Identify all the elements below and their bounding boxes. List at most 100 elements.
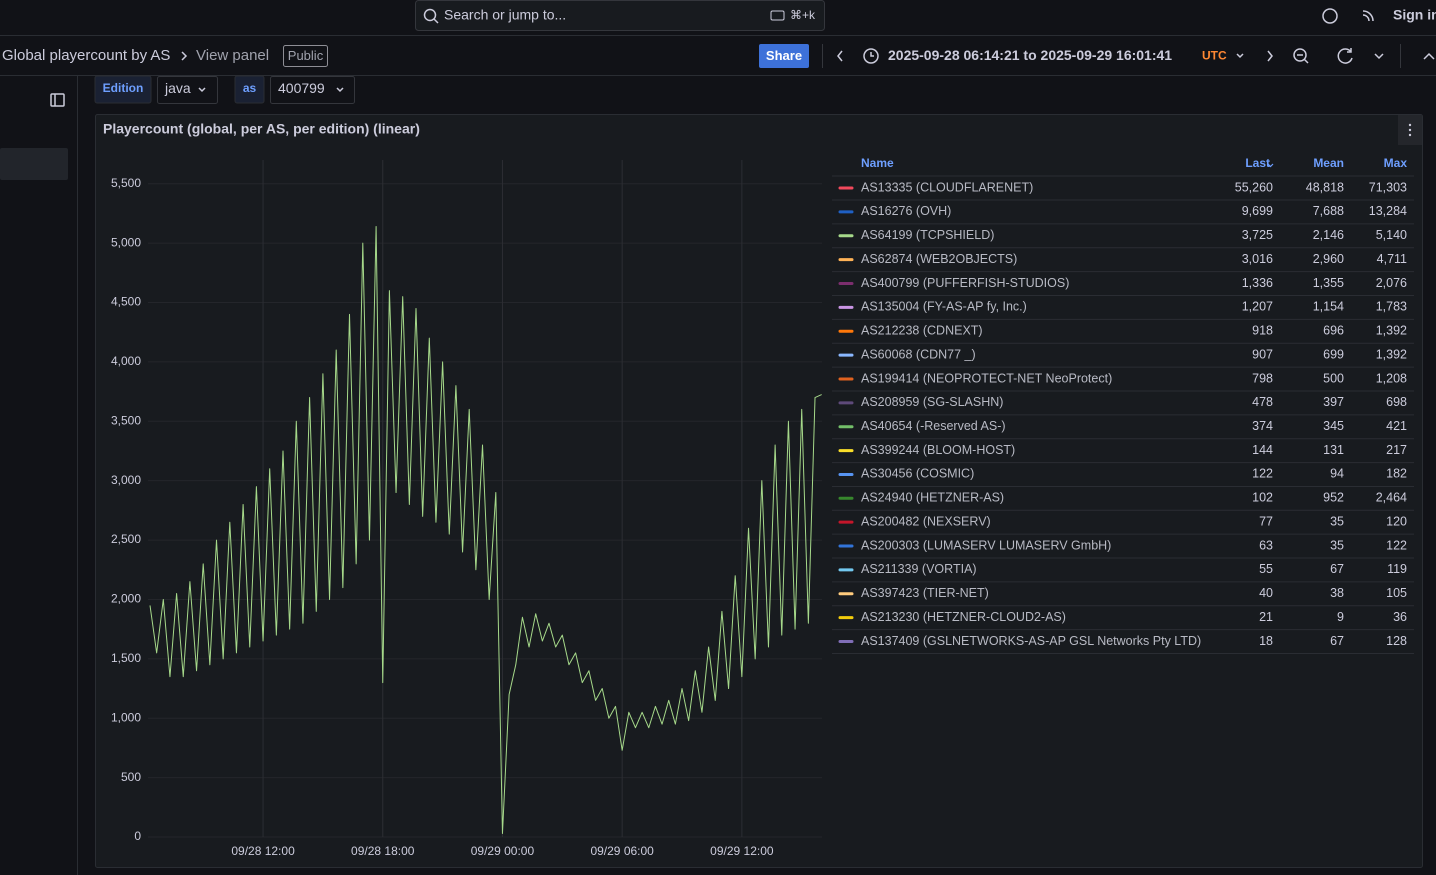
legend-last: 18: [1259, 634, 1273, 648]
legend-mean: 7,688: [1313, 204, 1344, 218]
legend-name[interactable]: AS62874 (WEB2OBJECTS): [861, 252, 1017, 266]
x-tick-label: 09/29 12:00: [710, 844, 774, 858]
menu-dot: [1408, 123, 1412, 127]
rss-icon[interactable]: [1362, 10, 1374, 22]
legend-max: 2,076: [1376, 276, 1407, 290]
legend-name[interactable]: AS135004 (FY-AS-AP fy, Inc.): [861, 300, 1027, 314]
y-tick-label: 4,000: [111, 354, 141, 368]
variable-select[interactable]: [270, 76, 355, 104]
dock-icon[interactable]: [50, 93, 65, 107]
collapse[interactable]: [1423, 52, 1435, 60]
y-tick-label: 4,500: [111, 295, 141, 309]
y-tick-label: 1,000: [111, 710, 141, 724]
legend-mean: 35: [1330, 538, 1344, 552]
search-icon: [423, 8, 437, 22]
legend-max: 120: [1386, 514, 1407, 528]
variable-select[interactable]: [157, 76, 218, 104]
variable-label-box: [94, 75, 152, 104]
share-label: Share: [766, 48, 802, 63]
legend-last: 122: [1252, 467, 1273, 481]
clock-icon: [870, 52, 874, 57]
legend-mean: 35: [1330, 514, 1344, 528]
legend-name[interactable]: AS213230 (HETZNER-CLOUD2-AS): [861, 610, 1066, 624]
sign-in[interactable]: Sign in: [1393, 7, 1436, 23]
legend-name[interactable]: AS211339 (VORTIA): [861, 562, 977, 576]
sort-indicator: [1267, 163, 1274, 168]
legend-name[interactable]: AS60068 (CDN77 _): [861, 347, 976, 361]
x-tick-label: 09/29 00:00: [471, 844, 535, 858]
legend-max: 36: [1393, 610, 1407, 624]
legend-name[interactable]: AS397423 (TIER-NET): [861, 586, 989, 600]
legend-max: 105: [1386, 586, 1407, 600]
keyboard-icon: [770, 10, 785, 21]
legend-last: 21: [1259, 610, 1273, 624]
legend-name[interactable]: AS64199 (TCPSHIELD): [861, 228, 994, 242]
legend-last: 478: [1252, 395, 1273, 409]
legend-name[interactable]: AS199414 (NEOPROTECT-NET NeoProtect): [861, 371, 1112, 385]
x-tick-label: 09/28 18:00: [351, 844, 415, 858]
zoom-out[interactable]: [1293, 48, 1307, 62]
menu-dot: [1408, 133, 1412, 137]
legend-mean: 699: [1323, 347, 1344, 361]
time-range[interactable]: 2025-09-28 06:14:21 to 2025-09-29 16:01:…: [888, 47, 1172, 63]
legend-max: 128: [1386, 634, 1407, 648]
legend-mean: 131: [1323, 443, 1344, 457]
sidebar-item[interactable]: [0, 148, 68, 180]
back-button[interactable]: [837, 50, 843, 62]
forward-button[interactable]: [1267, 50, 1273, 62]
legend-last: 907: [1252, 347, 1273, 361]
legend-last: 798: [1252, 371, 1273, 385]
legend-max: 2,464: [1376, 491, 1407, 505]
y-tick-label: 5,000: [111, 235, 141, 249]
legend-last: 63: [1259, 538, 1273, 552]
legend-last: 374: [1252, 419, 1273, 433]
y-tick-label: 2,000: [111, 592, 141, 606]
legend-max: 1,392: [1376, 324, 1407, 338]
variable-label: as: [243, 81, 257, 95]
legend-name[interactable]: AS200482 (NEXSERV): [861, 514, 991, 528]
legend-mean: 38: [1330, 586, 1344, 600]
y-tick-label: 2,500: [111, 532, 141, 546]
legend-max: 119: [1387, 562, 1407, 576]
legend-mean: 2,960: [1313, 252, 1344, 266]
x-tick-label: 09/29 06:00: [590, 844, 654, 858]
legend-last: 55,260: [1235, 180, 1273, 194]
legend-max: 5,140: [1376, 228, 1407, 242]
legend-max: 13,284: [1369, 204, 1407, 218]
shortcut: ⌘+k: [790, 8, 816, 22]
help-icon[interactable]: [1322, 8, 1338, 24]
legend-mean: 397: [1323, 395, 1344, 409]
search-icon: [433, 18, 439, 24]
legend-header: Mean: [1313, 156, 1344, 170]
legend-name[interactable]: AS400799 (PUFFERFISH-STUDIOS): [861, 276, 1069, 290]
legend-name[interactable]: AS24940 (HETZNER-AS): [861, 491, 1004, 505]
timezone[interactable]: UTC: [1202, 49, 1227, 63]
legend-name[interactable]: AS40654 (-Reserved AS-): [861, 419, 1006, 433]
share-button[interactable]: [759, 44, 809, 68]
legend-last: 918: [1252, 324, 1273, 338]
legend-name[interactable]: AS30456 (COSMIC): [861, 467, 974, 481]
legend-name[interactable]: AS212238 (CDNEXT): [861, 324, 983, 338]
legend-name[interactable]: AS13335 (CLOUDFLARENET): [861, 180, 1033, 194]
legend-header: Last: [1245, 156, 1270, 170]
breadcrumb-dashboard[interactable]: Global playercount by AS: [2, 47, 170, 64]
legend-last: 144: [1252, 443, 1273, 457]
legend-name[interactable]: AS399244 (BLOOM-HOST): [861, 443, 1015, 457]
legend-mean: 1,154: [1313, 300, 1344, 314]
legend-header: Max: [1384, 156, 1408, 170]
legend-name[interactable]: AS200303 (LUMASERV LUMASERV GmbH): [861, 538, 1111, 552]
legend-name[interactable]: AS137409 (GSLNETWORKS-AS-AP GSL Networks…: [861, 634, 1201, 648]
search-box[interactable]: [415, 0, 825, 31]
refresh-menu[interactable]: [1374, 53, 1384, 60]
refresh[interactable]: [1337, 48, 1353, 64]
legend-mean: 1,355: [1313, 276, 1344, 290]
y-tick-label: 0: [134, 829, 141, 843]
legend-name[interactable]: AS208959 (SG-SLASHN): [861, 395, 1003, 409]
legend-last: 102: [1252, 491, 1273, 505]
legend-last: 1,207: [1242, 300, 1273, 314]
chevron: [336, 87, 344, 93]
legend-name[interactable]: AS16276 (OVH): [861, 204, 951, 218]
zoom-out: [1297, 54, 1309, 64]
legend-mean: 952: [1323, 491, 1344, 505]
chevron: [198, 87, 206, 93]
